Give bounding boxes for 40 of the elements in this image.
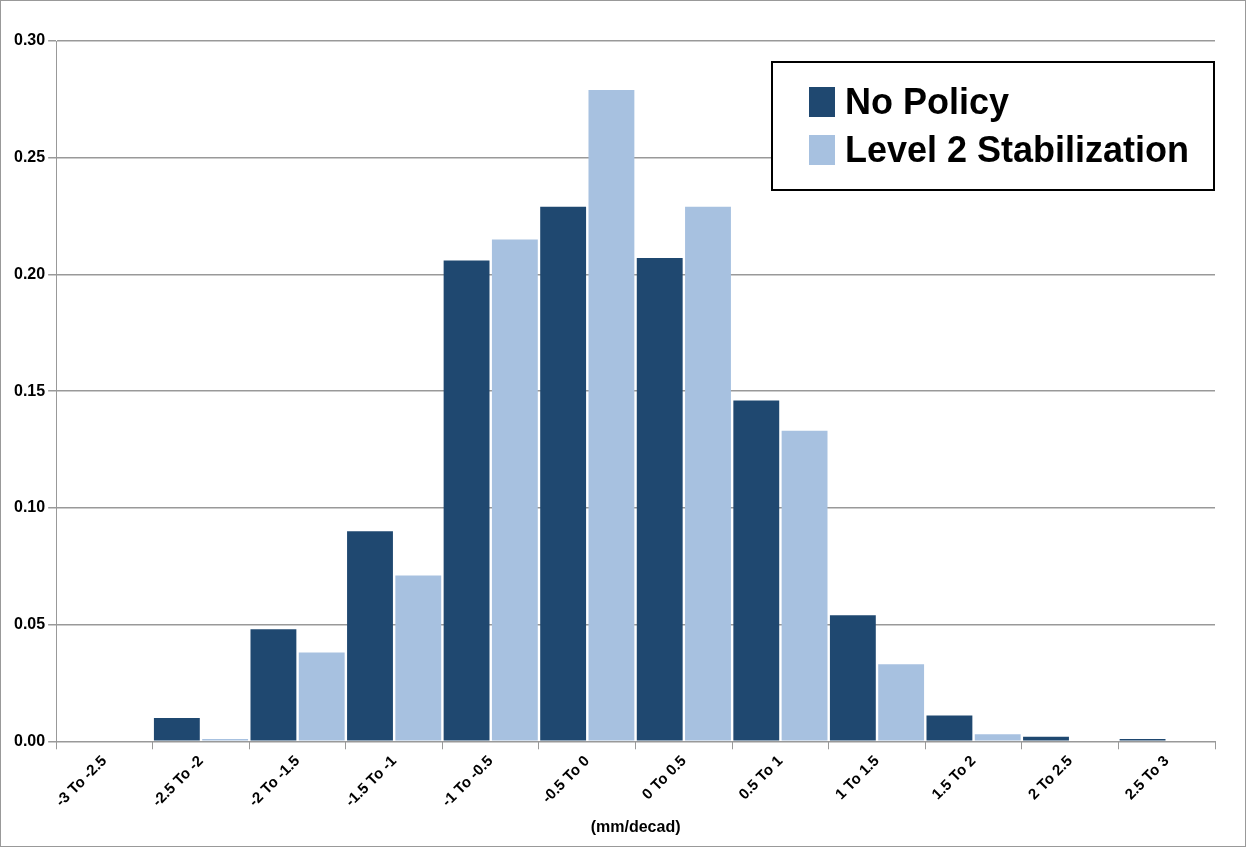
bar	[733, 400, 780, 741]
bar	[540, 206, 587, 741]
bar	[974, 734, 1021, 741]
bar	[588, 90, 635, 741]
bar	[781, 430, 828, 741]
x-tick-label: 2.5 To 3	[1121, 751, 1172, 803]
y-tick-label: 0.00	[14, 731, 46, 749]
x-tick-label: 0 To 0.5	[638, 751, 689, 803]
bar	[926, 715, 973, 741]
x-axis-title: (mm/decad)	[590, 817, 681, 835]
x-tick-label: -3 To -2.5	[51, 751, 110, 810]
y-tick-label: 0.25	[14, 148, 46, 166]
y-tick-label: 0.15	[14, 381, 46, 399]
y-tick-label: 0.20	[14, 264, 46, 282]
bar	[250, 629, 297, 741]
x-tick-label: 1.5 To 2	[927, 751, 979, 803]
x-tick-label: 2 To 2.5	[1024, 751, 1076, 803]
x-tick-label: -1.5 To -1	[341, 751, 400, 810]
bar	[443, 260, 490, 741]
x-tick-label: 1 To 1.5	[831, 751, 883, 803]
bar	[347, 531, 393, 741]
x-tick-label: -2 To -1.5	[244, 751, 303, 810]
bar	[1023, 736, 1069, 741]
x-tick-label: -2.5 To -2	[148, 751, 207, 810]
bar	[685, 206, 731, 741]
bar	[829, 615, 876, 741]
y-tick-label: 0.05	[14, 614, 46, 632]
x-tick-label: 0.5 To 1	[734, 751, 786, 803]
bar	[636, 258, 683, 741]
y-tick-label: 0.30	[14, 31, 46, 49]
bar	[491, 239, 538, 741]
x-tick-label: -1 To -0.5	[437, 751, 496, 810]
bar	[395, 575, 442, 741]
y-tick-label: 0.10	[14, 498, 46, 516]
legend-label: No Policy	[845, 81, 1010, 123]
x-tick-label: -0.5 To 0	[538, 751, 593, 806]
bar	[153, 717, 200, 741]
bar	[878, 664, 925, 741]
legend-label: Level 2 Stabilization	[845, 129, 1190, 171]
bar	[298, 652, 345, 741]
